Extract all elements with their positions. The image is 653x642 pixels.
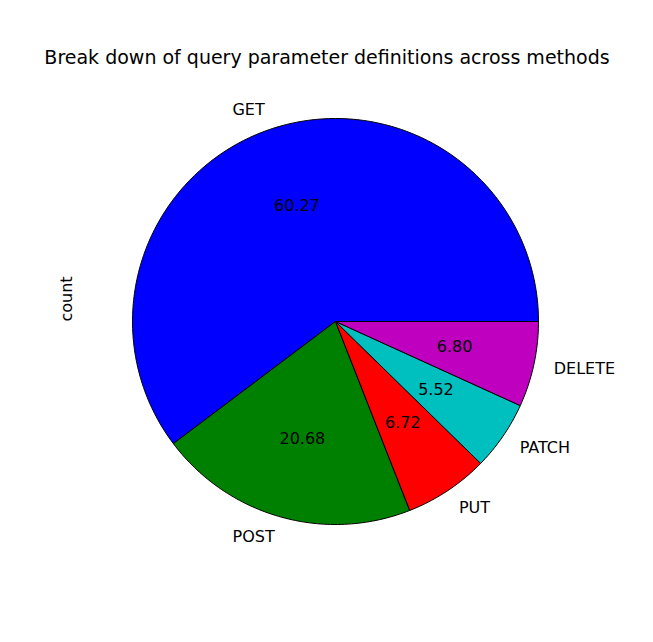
svg-text:DELETE: DELETE (554, 359, 615, 378)
svg-text:20.68: 20.68 (279, 429, 325, 448)
svg-text:6.80: 6.80 (437, 337, 473, 356)
svg-text:PUT: PUT (459, 498, 490, 517)
svg-text:60.27: 60.27 (274, 196, 320, 215)
svg-text:PATCH: PATCH (520, 438, 570, 457)
svg-text:count: count (57, 276, 76, 321)
svg-text:6.72: 6.72 (385, 413, 421, 432)
svg-text:5.52: 5.52 (418, 380, 454, 399)
svg-text:POST: POST (233, 527, 275, 546)
svg-text:GET: GET (232, 100, 265, 119)
svg-text:Break down of query parameter: Break down of query parameter definition… (44, 46, 609, 68)
